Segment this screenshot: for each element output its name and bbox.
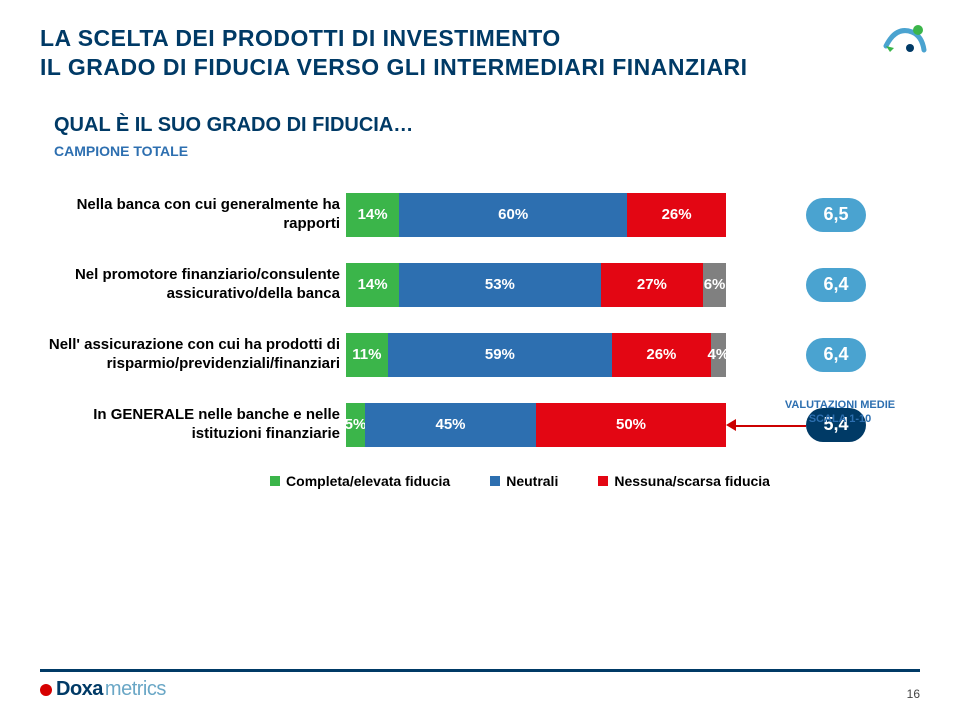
chart-row: Nell' assicurazione con cui ha prodotti … bbox=[40, 333, 920, 377]
score-wrap: 6,5 bbox=[806, 198, 866, 232]
row-label: Nel promotore finanziario/consulente ass… bbox=[40, 266, 346, 304]
bar: 11%59%26%4% bbox=[346, 333, 726, 377]
legend-swatch bbox=[598, 476, 608, 486]
score-pill: 6,4 bbox=[806, 268, 866, 302]
bar: 14%60%26% bbox=[346, 193, 726, 237]
chart-legend: Completa/elevata fiducia Neutrali Nessuna/… bbox=[170, 473, 870, 489]
legend-item: Completa/elevata fiducia bbox=[270, 473, 450, 489]
legend-swatch bbox=[270, 476, 280, 486]
bar-segment-low: 26% bbox=[627, 193, 726, 237]
legend-label: Nessuna/scarsa fiducia bbox=[614, 473, 770, 489]
score-pill: 6,4 bbox=[806, 338, 866, 372]
bar-segment-neutral: 53% bbox=[399, 263, 600, 307]
legend-label: Neutrali bbox=[506, 473, 558, 489]
bar-segment-low: 50% bbox=[536, 403, 726, 447]
score-wrap: 6,4 bbox=[806, 268, 866, 302]
question-text: QUAL È IL SUO GRADO DI FIDUCIA… bbox=[54, 114, 413, 137]
bar-segment-extra: 4% bbox=[711, 333, 726, 377]
score-wrap: 6,4 bbox=[806, 338, 866, 372]
bar-segment-high: 11% bbox=[346, 333, 388, 377]
title-line-1: LA SCELTA DEI PRODOTTI DI INVESTIMENTO bbox=[40, 24, 920, 53]
logo-main: Doxa bbox=[56, 678, 103, 701]
logo-bullet-icon bbox=[40, 684, 52, 696]
bar-segment-high: 14% bbox=[346, 263, 399, 307]
bar-segment-high: 5% bbox=[346, 403, 365, 447]
row-label: In GENERALE nelle banche e nelle istituz… bbox=[40, 406, 346, 444]
slide-page: LA SCELTA DEI PRODOTTI DI INVESTIMENTO I… bbox=[0, 0, 960, 713]
row-label: Nella banca con cui generalmente ha rapp… bbox=[40, 196, 346, 234]
title-line-2: IL GRADO DI FIDUCIA VERSO GLI INTERMEDIA… bbox=[40, 53, 920, 82]
score-pill: 6,5 bbox=[806, 198, 866, 232]
question-block: QUAL È IL SUO GRADO DI FIDUCIA… CAMPIONE… bbox=[40, 106, 427, 167]
bar-segment-low: 27% bbox=[601, 263, 704, 307]
legend-item: Neutrali bbox=[490, 473, 558, 489]
logo-sub: metrics bbox=[105, 678, 166, 701]
bar-segment-neutral: 59% bbox=[388, 333, 612, 377]
row-label: Nell' assicurazione con cui ha prodotti … bbox=[40, 336, 346, 374]
page-number: 16 bbox=[907, 687, 920, 701]
bar-segment-neutral: 60% bbox=[399, 193, 627, 237]
bar-segment-low: 26% bbox=[612, 333, 711, 377]
bar-segment-neutral: 45% bbox=[365, 403, 536, 447]
avg-caption-line1: VALUTAZIONI MEDIE bbox=[770, 398, 910, 412]
avg-caption-line2: SCALA 1-10 bbox=[770, 412, 910, 426]
legend-label: Completa/elevata fiducia bbox=[286, 473, 450, 489]
logo: Doxa metrics bbox=[40, 678, 166, 701]
bar-segment-high: 14% bbox=[346, 193, 399, 237]
bar: 14%53%27%6% bbox=[346, 263, 726, 307]
decor-icon bbox=[882, 16, 928, 67]
chart-row: Nel promotore finanziario/consulente ass… bbox=[40, 263, 920, 307]
chart-row: Nella banca con cui generalmente ha rapp… bbox=[40, 193, 920, 237]
question-subnote: CAMPIONE TOTALE bbox=[54, 143, 413, 159]
legend-item: Nessuna/scarsa fiducia bbox=[598, 473, 770, 489]
arrow-head-icon bbox=[726, 419, 736, 431]
legend-swatch bbox=[490, 476, 500, 486]
bar: 5%45%50% bbox=[346, 403, 726, 447]
bar-segment-extra: 6% bbox=[703, 263, 726, 307]
avg-caption: VALUTAZIONI MEDIE SCALA 1-10 bbox=[770, 398, 910, 427]
footer: Doxa metrics 16 bbox=[40, 669, 920, 701]
